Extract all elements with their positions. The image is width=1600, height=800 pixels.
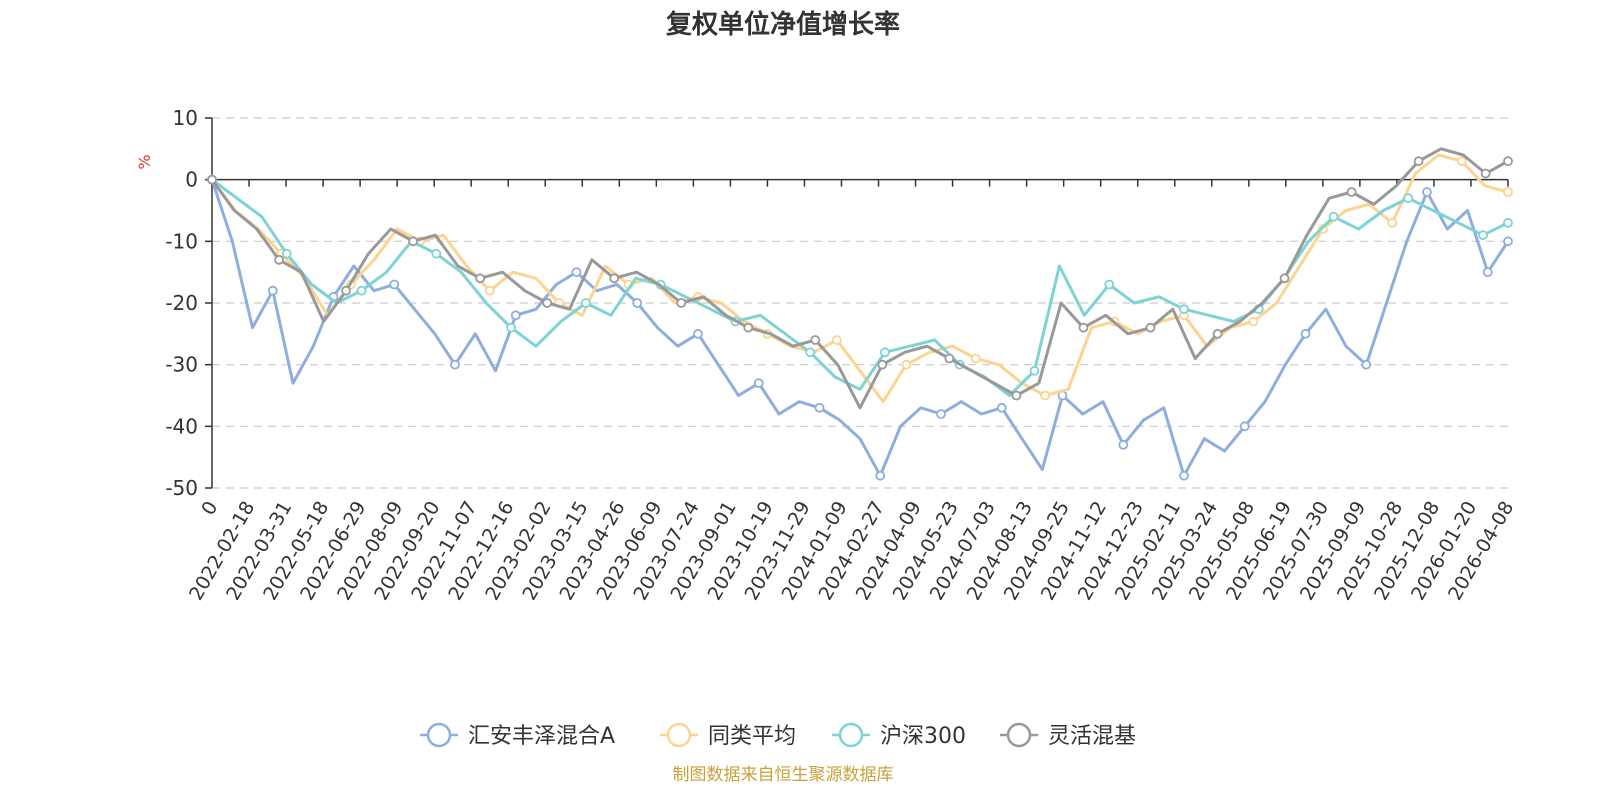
data-point [281,248,292,259]
y-tick-label: 10 [173,106,198,130]
data-point [580,298,591,308]
legend-swatch-marker [838,722,864,748]
data-point [1328,211,1339,222]
data-point [571,267,582,278]
data-point [1503,217,1513,228]
data-point [484,285,495,296]
data-point [1387,217,1398,228]
data-point [875,470,886,481]
data-point [1300,328,1311,339]
data-point [1040,390,1051,401]
data-point [1011,390,1022,401]
data-point [676,298,687,308]
series-line [210,153,1509,404]
data-point [1503,236,1513,247]
data-point [356,285,367,296]
data-point [936,409,946,419]
data-point [693,328,703,339]
legend-label: 灵活混基 [1048,724,1136,749]
series-lines [207,147,1513,481]
legend-swatch-marker [1006,722,1032,748]
legend-item[interactable]: 灵活混基 [1000,722,1136,749]
legend-label: 汇安丰泽混合A [468,724,615,749]
legend-swatch-marker [426,722,452,748]
data-point [743,322,754,333]
data-point [810,335,821,345]
data-point [1248,316,1259,327]
legend-item[interactable]: 同类平均 [660,722,796,749]
data-point [1480,168,1491,179]
legend[interactable]: 汇安丰泽混合A 同类平均 沪深300 灵活混基 [420,722,1136,749]
data-point [1078,322,1089,333]
legend-label: 沪深300 [880,724,966,749]
y-tick-label: -40 [165,414,198,438]
y-tick-label: -20 [165,291,198,315]
y-axis-unit: % [135,154,154,169]
data-point [753,378,764,389]
data-point [1145,322,1156,333]
data-point [431,248,442,259]
legend-item[interactable]: 沪深300 [832,722,966,749]
data-point [996,402,1007,413]
chart-title: 复权单位净值增长率 [666,9,900,40]
data-point [944,353,955,364]
data-point [805,347,816,358]
data-point [1029,365,1040,376]
data-point [1482,267,1493,278]
x-tick-label: 0 [197,498,222,519]
data-point [831,335,842,345]
data-point [1413,156,1424,167]
data-point [1179,470,1189,481]
data-point [341,285,351,296]
data-point [1456,156,1467,167]
data-point [880,347,890,358]
data-point [1361,359,1372,370]
data-point [207,174,217,185]
data-point [1104,279,1115,290]
y-tick-label: -30 [165,353,198,377]
data-point [1239,421,1250,432]
series-1 [207,174,1513,481]
data-point [1279,273,1290,284]
data-point [1179,304,1189,315]
data-point [510,310,521,321]
data-point [609,273,620,284]
data-point [267,285,278,296]
data-point [450,359,460,370]
data-point [901,359,912,370]
data-point [632,298,643,308]
data-point [814,402,825,413]
data-point [1503,187,1513,197]
data-point [475,273,486,284]
data-point [1478,230,1488,241]
series-line [210,147,1509,410]
data-point [542,298,553,308]
legend-label: 同类平均 [708,724,796,749]
legend-item[interactable]: 汇安丰泽混合A [420,722,615,749]
data-point [970,353,981,364]
data-source-note: 制图数据来自恒生聚源数据库 [673,765,894,785]
legend-swatch-marker [666,722,692,748]
data-point [274,254,284,265]
data-point [1422,187,1432,197]
y-axis: 10 0 -10 -20 -30 -40 -50 [165,106,213,500]
data-point [877,359,888,370]
series-line [211,178,1509,397]
y-tick-label: -10 [165,229,198,253]
data-point [389,279,400,290]
y-tick-label: 0 [185,168,198,192]
series-3 [207,174,1513,397]
data-point [506,322,516,333]
series-4 [207,147,1513,410]
data-point [1118,439,1129,450]
data-point [1503,156,1513,167]
data-point [1403,193,1414,204]
y-tick-label: -50 [165,476,198,500]
data-point [1212,328,1223,339]
series-line [210,179,1510,478]
data-point [1346,187,1357,197]
grid-lines [212,117,1508,489]
data-point [408,236,419,247]
